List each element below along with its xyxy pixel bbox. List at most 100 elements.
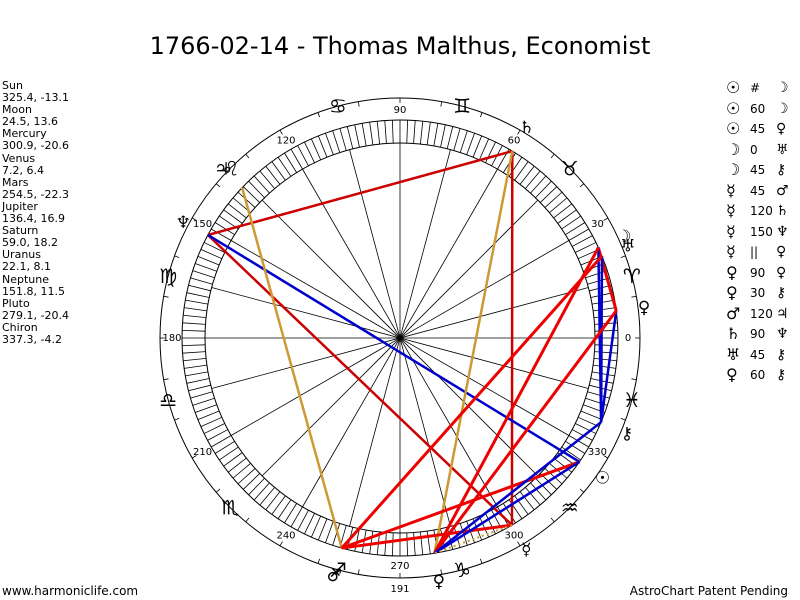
aspect-row: ♂ 120 ♃ [726,304,789,325]
degree-label: 150 [193,219,212,230]
zodiac-tick [185,371,209,377]
aspect-planet2: ☽ [776,100,789,117]
zodiac-tick [192,397,215,406]
zodiac-tick [310,515,322,538]
zodiac-tick [211,435,232,448]
degree-tick [191,217,197,221]
zodiac-tick [253,175,270,194]
zodiac-tick [332,523,341,546]
planet-coords: 59.0, 18.2 [2,236,58,250]
zodiac-tick [297,145,309,167]
zodiac-tick [242,473,261,490]
aspect-planet1: ☿ [726,180,736,200]
zodiac-tick [525,170,541,189]
degree-label: 270 [390,561,409,572]
aspect-line [340,254,604,550]
zodiac-tick [197,410,220,421]
aspect-planet2: ♆ [776,326,789,342]
zodiac-tick [184,307,207,312]
zodiac-tick [369,531,374,554]
zodiac-tick [197,255,220,266]
zodiac-tick [277,157,292,177]
aspect-type: 0 [750,142,758,157]
planet-name: Venus [2,151,36,165]
zodiac-tick [585,270,608,279]
aspect-planet2: ♀ [776,264,787,281]
zodiac-tick [384,120,387,144]
aspect-row: ☿ 150 ♆ [726,222,789,243]
zodiac-tick [376,121,381,145]
zodiac-tick [587,391,610,399]
zodiac-tick [406,120,409,144]
zodiac-tick [317,518,328,541]
zodiac-tick [453,128,461,151]
aspect-row: ♀ 90 ♀ [726,263,789,284]
planet-name: Sun [2,79,23,92]
aspect-row: ♀ 30 ⚷ [726,283,789,304]
zodiac-tick [406,532,409,556]
zodiac-tick [571,429,593,441]
planet-name: Uranus [2,248,41,262]
zodiac-sign-icon: ♎ [159,388,177,412]
zodiac-tick [190,391,213,399]
planet-icon: ♆ [176,213,191,233]
aspect-line [434,524,513,555]
zodiac-tick [271,161,286,181]
planet-coords: 279.1, -20.4 [2,308,69,322]
aspect-type: || [750,245,759,259]
zodiac-tick [242,186,261,203]
zodiac-tick [514,161,529,181]
zodiac-tick [593,357,617,362]
planet-icon: ♂ [327,566,342,586]
planet-icon: ♅ [620,236,635,256]
aspect-row: ☿ || ♀ [726,242,789,263]
patent-notice: AstroChart Patent Pending [629,584,788,598]
zodiac-tick [535,477,552,496]
zodiac-tick [557,209,577,224]
aspect-planet2: ♀ [776,244,787,260]
zodiac-tick [227,457,247,473]
degree-label: 180 [162,333,181,344]
zodiac-tick [593,307,616,312]
aspect-planet2: ⚷ [776,346,787,363]
zodiac-tick [290,506,303,527]
degree-tick [550,517,555,523]
degree-label: 0 [625,333,631,344]
aspect-type: 120 [750,306,773,321]
aspect-row: ☉ 60 ☽ [726,99,789,120]
zodiac-tick [519,491,535,511]
degree-tick [215,183,221,188]
aspect-type: 30 [750,286,766,300]
aspect-type: 90 [750,265,766,280]
planet-icon: ♀ [638,298,650,318]
degree-tick [317,112,321,118]
planet-icon: ☽ [616,227,631,247]
zodiac-tick [565,440,586,454]
planet-name: Moon [2,103,32,117]
zodiac-tick [591,299,615,305]
aspect-line [433,150,514,554]
zodiac-tick [182,322,206,325]
zodiac-tick [304,513,315,535]
planet-name: Mercury [2,127,47,141]
zodiac-sign-icon: ♉ [561,156,579,180]
zodiac-tick [188,384,211,392]
aspect-line [207,149,513,237]
degree-tick [603,455,609,459]
degree-tick [174,417,180,421]
zodiac-tick [277,499,292,519]
aspect-type: # [750,81,761,95]
aspect-type: 120 [750,204,773,218]
degree-tick [479,558,483,564]
degree-tick [440,569,443,575]
planet-coords: 22.1, 8.1 [2,260,51,274]
website-link[interactable]: www.harmoniclife.com [2,584,139,598]
degree-tick [579,183,585,188]
degree-label: 90 [394,105,407,116]
zodiac-tick [384,532,387,556]
zodiac-tick [183,314,207,319]
zodiac-tick [317,135,328,158]
degree-label: 240 [276,530,295,541]
zodiac-tick [568,228,589,241]
aspect-row: ☽ 0 ♅ [726,140,789,161]
